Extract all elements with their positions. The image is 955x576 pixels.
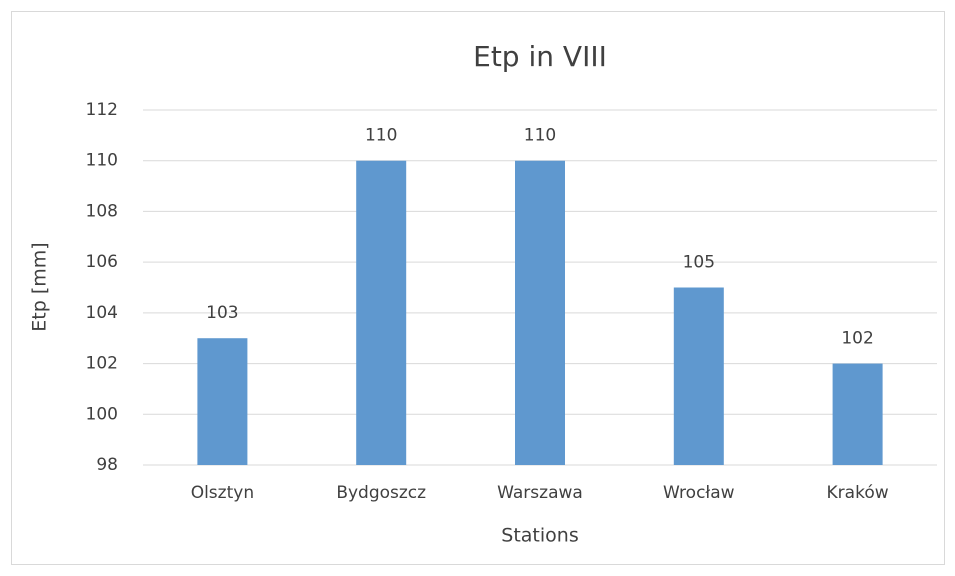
x-tick-label: Olsztyn (191, 483, 254, 503)
data-label: 110 (524, 126, 556, 146)
chart-border (11, 11, 945, 565)
bar (673, 287, 724, 465)
y-tick-label: 104 (86, 303, 118, 323)
y-tick-label: 106 (86, 252, 118, 272)
bar (197, 338, 248, 465)
y-axis-title: Etp [mm] (29, 242, 51, 331)
data-label: 102 (841, 329, 873, 349)
x-axis-title: Stations (501, 525, 578, 547)
y-tick-label: 100 (86, 404, 118, 424)
y-tick-label: 110 (86, 151, 118, 171)
y-tick-label: 112 (86, 100, 118, 120)
y-tick-label: 102 (86, 354, 118, 374)
bar (515, 160, 565, 465)
y-tick-label: 108 (86, 201, 118, 221)
data-label: 105 (683, 253, 715, 273)
bar (356, 160, 407, 465)
x-tick-label: Kraków (827, 483, 889, 503)
data-label: 103 (206, 303, 238, 323)
x-tick-label: Bydgoszcz (336, 483, 426, 503)
y-tick-label: 98 (96, 455, 118, 475)
x-tick-label: Warszawa (497, 483, 583, 503)
data-label: 110 (365, 126, 397, 146)
x-tick-label: Wrocław (663, 483, 735, 503)
chart-title: Etp in VIII (473, 40, 607, 73)
bar (832, 363, 883, 465)
